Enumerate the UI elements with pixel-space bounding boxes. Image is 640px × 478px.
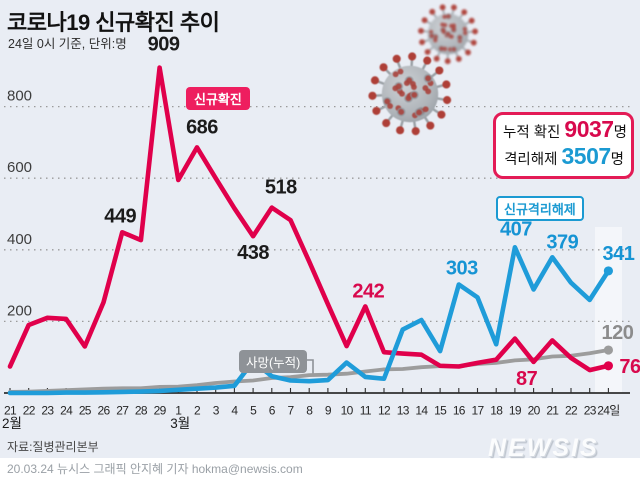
data-label: 518 (265, 177, 297, 199)
x-axis-day-label: 11 (360, 404, 372, 418)
coronavirus-image-large (368, 52, 452, 136)
x-axis-day-label: 19 (509, 404, 522, 418)
x-axis-day-label: 4 (231, 404, 238, 418)
x-axis-day-label: 8 (306, 404, 313, 418)
legend-deaths-badge: 사망(누적) (239, 350, 308, 373)
x-axis-day-label: 21 (4, 404, 17, 418)
cumulative-confirmed-value: 9037 (564, 116, 614, 142)
data-label: 303 (446, 258, 478, 280)
data-label: 407 (500, 218, 532, 240)
x-axis-day-label: 27 (116, 404, 129, 418)
chart-panel: 200 400 600 800 21 22 23 24 25 26 27 28 29 1 2 3 4 5 6 7 8 9 1… (0, 0, 640, 462)
x-axis-month-label: 2월 (2, 416, 22, 431)
x-axis-day-label: 23 (41, 404, 54, 418)
x-axis-day-label: 22 (565, 404, 578, 418)
data-label: 438 (237, 242, 269, 264)
y-axis-tick-label: 200 (7, 302, 32, 319)
x-axis-day-label: 22 (23, 404, 36, 418)
cumulative-released-label: 격리해제 (504, 152, 562, 168)
x-axis-day-label: 20 (528, 404, 541, 418)
x-axis-day-label: 18 (490, 404, 503, 418)
series-line-2 (8, 348, 611, 394)
data-label: 909 (148, 34, 180, 56)
cumulative-released-value: 3507 (561, 143, 611, 169)
cumulative-confirmed-unit: 명 (613, 125, 627, 141)
y-axis-tick-label: 600 (7, 159, 32, 176)
data-label: 120 (601, 322, 633, 344)
x-axis-month-label: 3월 (170, 416, 190, 431)
x-axis-day-label: 1 (175, 404, 182, 418)
legend-released-badge: 신규격리해제 (496, 196, 584, 221)
x-axis-day-label: 14 (415, 404, 428, 418)
x-axis-day-label: 3 (213, 404, 220, 418)
cumulative-confirmed-label: 누적 확진 (503, 125, 565, 141)
x-axis-day-label: 2 (194, 404, 201, 418)
x-axis-day-label: 29 (154, 404, 167, 418)
cumulative-summary-box: 누적 확진 9037명 격리해제 3507명 (493, 112, 634, 179)
data-label: 341 (602, 243, 634, 265)
x-axis-day-label: 28 (135, 404, 148, 418)
chart-subtitle: 24일 0시 기준, 단위:명 (8, 37, 127, 51)
x-axis-day-label: 10 (341, 404, 354, 418)
x-axis-day-label: 24일 (597, 404, 619, 418)
x-axis-day-label: 7 (288, 404, 295, 418)
data-label: 242 (352, 280, 384, 302)
legend-confirmed-badge: 신규확진 (186, 87, 250, 110)
data-label: 686 (186, 116, 218, 138)
newsis-logo: NEWSIS (488, 434, 599, 462)
x-axis-day-label: 12 (378, 404, 391, 418)
x-axis-day-label: 5 (250, 404, 257, 418)
data-label: 379 (546, 231, 578, 253)
x-axis-day-label: 6 (269, 404, 276, 418)
x-axis-day-label: 17 (472, 404, 485, 418)
x-axis-day-label: 9 (325, 404, 332, 418)
x-axis-day-label: 21 (546, 404, 559, 418)
page-title: 코로나19 신규확진 추이 (7, 10, 220, 35)
data-label: 87 (516, 368, 538, 390)
x-axis-day-label: 15 (434, 404, 447, 418)
cumulative-released-unit: 명 (610, 152, 624, 168)
x-axis-day-label: 16 (453, 404, 466, 418)
x-axis-day-label: 13 (397, 404, 410, 418)
series-line-0 (7, 65, 611, 373)
cumulative-confirmed-row: 누적 확진 9037명 (503, 116, 627, 145)
x-axis-day-label: 23 (584, 404, 597, 418)
x-axis-day-label: 24 (60, 404, 73, 418)
series-line-1 (7, 245, 611, 396)
data-label: 449 (104, 205, 136, 227)
x-axis-day-label: 25 (79, 404, 92, 418)
coronavirus-image-small (418, 4, 479, 65)
y-axis-tick-label: 400 (7, 231, 32, 248)
cumulative-released-row: 격리해제 3507명 (503, 145, 624, 172)
x-axis-day-label: 26 (98, 404, 111, 418)
data-label: 76 (619, 356, 640, 378)
y-axis-tick-label: 800 (7, 88, 32, 105)
source-note: 자료:질병관리본부 (7, 440, 99, 454)
credit-line: 20.03.24 뉴시스 그래픽 안지혜 기자 hokma@newsis.com (7, 462, 303, 476)
